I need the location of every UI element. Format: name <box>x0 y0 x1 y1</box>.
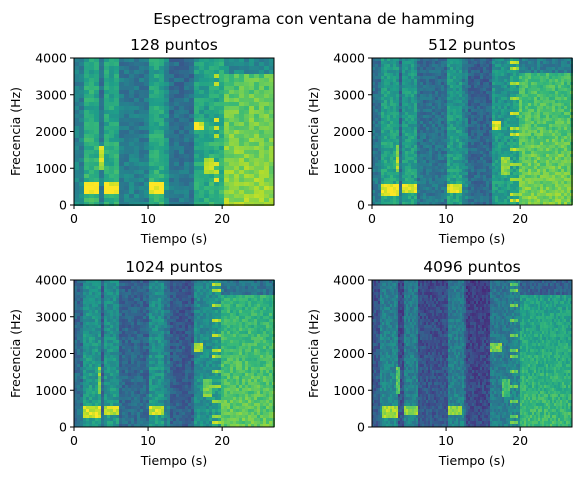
y-tick-label: 2000 <box>35 124 67 139</box>
x-axis-label: Tiempo (s) <box>438 231 505 246</box>
y-tick-label: 0 <box>357 198 365 213</box>
x-tick-label: 0 <box>70 433 78 448</box>
y-tick-label: 2000 <box>333 346 365 361</box>
y-axis-label: Frecencia (Hz) <box>306 87 321 176</box>
x-tick-label: 10 <box>140 433 156 448</box>
panel-1: 128 puntos 0 10 20 0 1000 2000 3000 4000 Tiempo (… <box>8 36 275 246</box>
x-tick-label: 20 <box>512 433 528 448</box>
y-axis-label: Frecencia (Hz) <box>8 309 23 398</box>
panel-title: 512 puntos <box>428 36 516 54</box>
y-tick-label: 4000 <box>35 273 67 288</box>
y-tick-label: 0 <box>59 420 67 435</box>
y-tick-label: 3000 <box>333 87 365 102</box>
x-axis-label: Tiempo (s) <box>438 453 505 468</box>
panel-title: 128 puntos <box>130 36 218 54</box>
x-tick-label: 20 <box>214 211 230 226</box>
x-tick-label: 0 <box>368 211 376 226</box>
figure-suptitle: Espectrograma con ventana de hamming <box>153 10 475 28</box>
y-tick-label: 1000 <box>333 161 365 176</box>
y-axis-label: Frecencia (Hz) <box>306 309 321 398</box>
y-tick-label: 4000 <box>333 273 365 288</box>
y-tick-label: 4000 <box>35 51 67 66</box>
y-tick-label: 1000 <box>333 383 365 398</box>
y-tick-label: 3000 <box>35 87 67 102</box>
y-tick-label: 2000 <box>333 124 365 139</box>
y-tick-label: 4000 <box>333 51 365 66</box>
x-tick-label: 10 <box>438 211 454 226</box>
heatmap-image <box>372 280 572 427</box>
y-tick-label: 1000 <box>35 161 67 176</box>
x-axis-label: Tiempo (s) <box>140 231 207 246</box>
y-tick-label: 3000 <box>35 309 67 324</box>
x-axis-label: Tiempo (s) <box>140 453 207 468</box>
x-tick-label: 0 <box>70 211 78 226</box>
heatmap-image <box>372 58 573 205</box>
heatmap-image <box>74 58 274 206</box>
x-tick-label: 20 <box>214 433 230 448</box>
y-tick-label: 0 <box>59 198 67 213</box>
y-tick-label: 0 <box>357 420 365 435</box>
y-tick-label: 3000 <box>333 309 365 324</box>
panel-title: 4096 puntos <box>423 258 521 276</box>
panel-2: 512 puntos 0 10 20 0 1000 2000 3000 4000 Tiempo (… <box>306 36 573 246</box>
y-axis-label: Frecencia (Hz) <box>8 87 23 176</box>
x-tick-label: 10 <box>438 433 454 448</box>
panel-title: 1024 puntos <box>125 258 223 276</box>
x-tick-label: 10 <box>140 211 156 226</box>
panel-4: 4096 puntos 10 20 0 1000 2000 3000 4000 Tiempo (… <box>306 258 573 468</box>
y-tick-label: 2000 <box>35 346 67 361</box>
heatmap-image <box>74 280 275 427</box>
y-tick-label: 1000 <box>35 383 67 398</box>
x-tick-label: 20 <box>512 211 528 226</box>
panel-3: 1024 puntos 0 10 20 0 1000 2000 3000 4000 Tiempo … <box>8 258 275 468</box>
